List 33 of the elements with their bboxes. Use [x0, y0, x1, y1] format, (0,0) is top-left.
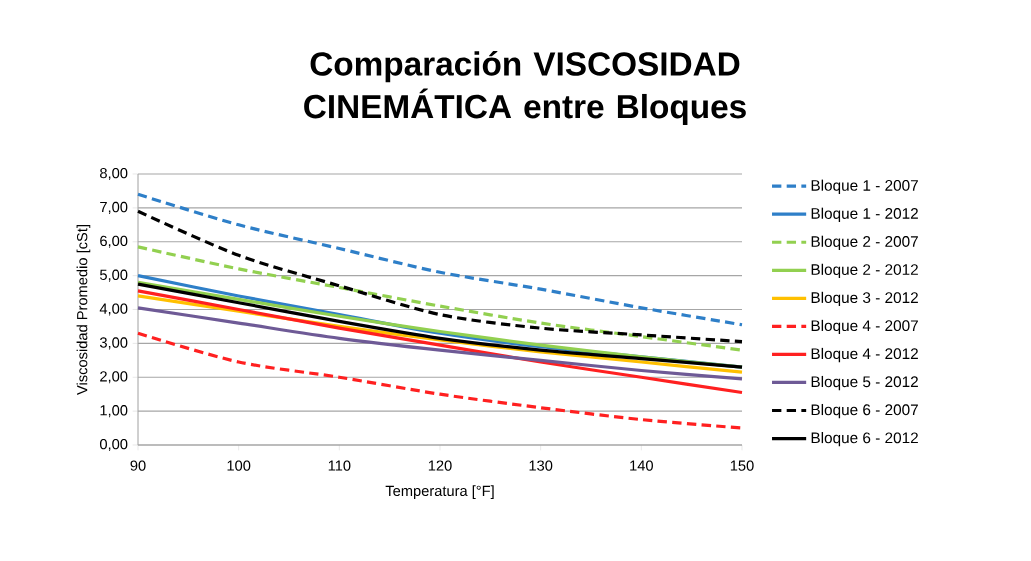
legend-label: Bloque 4 - 2007: [811, 319, 918, 335]
legend-label: Bloque 1 - 2012: [811, 207, 918, 222]
legend-label: Bloque 6 - 2012: [811, 432, 918, 447]
legend-label: Bloque 3 - 2012: [811, 291, 918, 307]
x-tick-label: 110: [328, 460, 351, 471]
legend-label: Bloque 6 - 2007: [811, 403, 918, 419]
x-tick-label: 130: [529, 460, 553, 471]
legend-label: Bloque 4 - 2012: [811, 347, 918, 363]
chart-title: Comparación VISCOSIDAD CINEMÁTICA entre Bloques: [304, 50, 746, 126]
y-tick-label: 7,00: [100, 201, 128, 214]
y-tick-label: 3,00: [99, 337, 128, 350]
x-tick-label: 120: [428, 460, 452, 471]
y-tick-label: 6,00: [100, 235, 128, 248]
y-tick-label: 5,00: [100, 269, 128, 282]
y-tick-label: 4,00: [99, 303, 128, 316]
line-series: [136, 209, 744, 344]
legend-label: Bloque 2 - 2007: [811, 235, 918, 250]
x-tick-label: 150: [730, 460, 754, 471]
line-series: [136, 306, 744, 381]
legend-label: Bloque 5 - 2012: [811, 375, 918, 391]
y-tick-label: 1,00: [100, 405, 128, 418]
line-series: [136, 289, 744, 395]
y-tick-label: 8,00: [100, 167, 128, 181]
x-axis-title: Temperatura [°F]: [385, 485, 494, 499]
x-tick-label: 90: [130, 460, 146, 471]
y-axis-title: Viscosidad Promedio [cSt]: [76, 225, 91, 395]
legend-label: Bloque 1 - 2007: [811, 179, 918, 194]
x-tick-label: 140: [630, 460, 653, 471]
y-tick-label: 0,00: [99, 438, 128, 452]
x-tick-label: 100: [227, 460, 251, 471]
line-series: [136, 192, 744, 327]
y-tick-label: 2,00: [100, 371, 128, 384]
legend-label: Bloque 2 - 2012: [811, 263, 918, 279]
